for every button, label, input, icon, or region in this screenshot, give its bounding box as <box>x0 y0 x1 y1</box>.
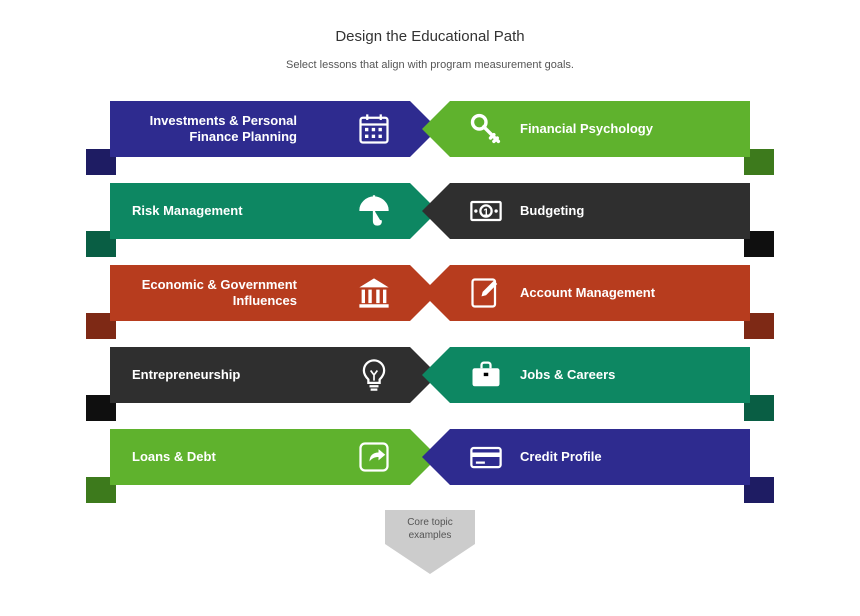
briefcase-icon <box>468 357 504 393</box>
bulb-icon <box>356 357 392 393</box>
key-icon <box>468 111 504 147</box>
page-title: Design the Educational Path <box>0 28 860 45</box>
pointer-arrow-icon <box>385 544 475 574</box>
card-icon <box>468 439 504 475</box>
ribbon-investments[interactable]: Investments & Personal Finance Planning <box>70 101 410 167</box>
ribbon-label: Entrepreneurship <box>132 367 240 383</box>
ribbon-psychology[interactable]: Financial Psychology <box>450 101 790 167</box>
umbrella-icon <box>356 193 392 229</box>
ribbon-label: Financial Psychology <box>520 121 653 137</box>
money-icon <box>468 193 504 229</box>
header: Design the Educational Path Select lesso… <box>0 0 860 71</box>
ribbon-label: Loans & Debt <box>132 449 216 465</box>
ribbon-label: Credit Profile <box>520 449 602 465</box>
left-column: Investments & Personal Finance Planning R… <box>70 101 410 511</box>
pointer-label: Core topic examples <box>385 510 475 544</box>
ribbon-budgeting[interactable]: Budgeting <box>450 183 790 249</box>
ribbon-economic[interactable]: Economic & Government Influences <box>70 265 410 331</box>
edit-icon <box>468 275 504 311</box>
ribbon-jobs[interactable]: Jobs & Careers <box>450 347 790 413</box>
ribbon-label: Investments & Personal Finance Planning <box>132 113 297 146</box>
ribbon-label: Budgeting <box>520 203 584 219</box>
ribbon-credit[interactable]: Credit Profile <box>450 429 790 495</box>
ribbon-label: Risk Management <box>132 203 243 219</box>
ribbon-risk[interactable]: Risk Management <box>70 183 410 249</box>
share-icon <box>356 439 392 475</box>
right-column: Financial Psychology Budgeting Account Man… <box>450 101 790 511</box>
ribbon-entrepreneurship[interactable]: Entrepreneurship <box>70 347 410 413</box>
ribbon-label: Economic & Government Influences <box>132 277 297 310</box>
ribbon-loans[interactable]: Loans & Debt <box>70 429 410 495</box>
calendar-icon <box>356 111 392 147</box>
ribbons-container: Investments & Personal Finance Planning R… <box>0 101 860 511</box>
ribbon-label: Account Management <box>520 285 655 301</box>
ribbon-account[interactable]: Account Management <box>450 265 790 331</box>
bank-icon <box>356 275 392 311</box>
ribbon-label: Jobs & Careers <box>520 367 615 383</box>
page-subtitle: Select lessons that align with program m… <box>0 59 860 71</box>
core-topic-pointer: Core topic examples <box>385 510 475 574</box>
